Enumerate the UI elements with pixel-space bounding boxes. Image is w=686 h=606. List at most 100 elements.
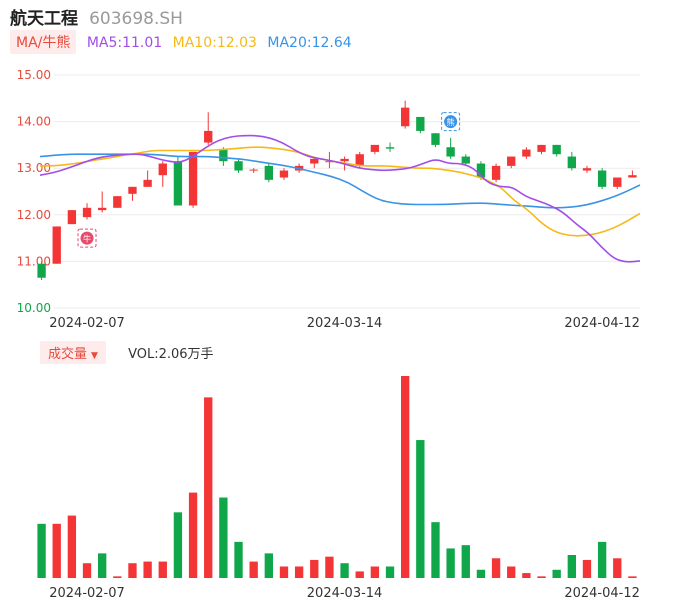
x-tick-label: 2024-04-12 — [564, 586, 640, 601]
stock-title: 航天工程 603698.SH — [10, 4, 183, 29]
volume-bar — [461, 545, 470, 578]
volume-bar — [446, 548, 455, 578]
candle-up — [370, 144, 380, 152]
candle-up — [249, 169, 258, 171]
stock-code: 603698.SH — [89, 9, 183, 29]
volume-bar — [340, 563, 349, 578]
candle-up — [98, 207, 107, 211]
y-tick-label: 13.00 — [17, 161, 51, 175]
volume-bar — [385, 566, 395, 578]
volume-bar — [128, 563, 137, 578]
volume-bar — [67, 515, 77, 578]
volume-bar — [219, 497, 228, 578]
candle-up — [204, 130, 213, 143]
candle-up — [188, 151, 198, 206]
ma5-legend-label: MA5:11.01 — [86, 35, 163, 51]
dropdown-arrow-icon: ▼ — [91, 351, 98, 361]
volume-bar — [158, 561, 167, 578]
volume-bar — [249, 561, 258, 578]
candle-up — [582, 168, 592, 171]
volume-bar — [401, 376, 410, 578]
candle-up — [491, 165, 501, 180]
candle-up — [143, 179, 152, 187]
volume-chart[interactable]: 2024-02-07 2024-03-14 2024-04-12 — [0, 360, 686, 606]
x-tick-label: 2024-03-14 — [307, 316, 383, 331]
candle-down — [461, 156, 470, 164]
volume-value: VOL:2.06万手 — [128, 347, 214, 362]
ma10-legend-label: MA10:12.03 — [172, 35, 257, 51]
volume-legend: 成交量 ▼ VOL:2.06万手 — [40, 341, 214, 364]
candle-up — [325, 161, 334, 163]
candle-up — [52, 226, 61, 264]
volume-bar — [98, 553, 107, 578]
candle-up — [279, 170, 289, 178]
volume-bar — [294, 566, 304, 578]
candle-down — [219, 149, 228, 162]
candle-up — [522, 149, 531, 157]
volume-bar — [567, 555, 576, 578]
volume-bar — [416, 440, 425, 578]
volume-indicator-dropdown[interactable]: 成交量 ▼ — [40, 341, 106, 364]
candle-down — [476, 163, 486, 178]
price-chart[interactable]: 15.00 14.00 13.00 12.00 11.00 10.002024-02-07… — [0, 0, 686, 340]
volume-bar — [37, 523, 46, 578]
x-tick-label: 2024-02-07 — [49, 586, 125, 601]
candle-up — [310, 158, 319, 164]
bull-marker-icon: 牛 — [77, 228, 97, 248]
ma-indicator-toggle[interactable]: MA/牛熊 — [10, 30, 77, 54]
volume-bar — [204, 397, 213, 578]
volume-bar — [188, 492, 198, 578]
candle-up — [82, 207, 92, 218]
volume-bar — [597, 541, 607, 578]
volume-bar — [507, 566, 516, 578]
bear-marker-icon: 熊 — [441, 112, 461, 132]
volume-bar — [582, 559, 592, 578]
volume-bar — [552, 569, 561, 578]
volume-bar — [279, 566, 289, 578]
volume-bar — [628, 576, 637, 578]
ma20-legend-label: MA20:12.64 — [267, 35, 352, 51]
svg-text:熊: 熊 — [447, 117, 455, 127]
candle-up — [67, 210, 77, 225]
y-tick-label: 11.00 — [17, 254, 51, 268]
candle-down — [567, 156, 576, 169]
candle-up — [401, 107, 410, 127]
svg-text:牛: 牛 — [83, 234, 91, 244]
x-tick-label: 2024-02-07 — [49, 316, 125, 331]
candle-down — [416, 116, 425, 131]
volume-bar — [613, 558, 622, 578]
volume-bar — [264, 553, 273, 578]
candle-up — [537, 144, 546, 152]
candle-up — [613, 177, 622, 187]
x-tick-label: 2024-04-12 — [564, 316, 640, 331]
volume-bar — [143, 561, 152, 578]
x-tick-label: 2024-03-14 — [307, 586, 383, 601]
volume-bar — [234, 541, 243, 578]
candle-down — [552, 144, 561, 155]
y-tick-label: 12.00 — [17, 208, 51, 222]
volume-bar — [431, 522, 440, 578]
candle-up — [507, 156, 516, 166]
candle-down — [234, 161, 243, 171]
ma-legend: MA/牛熊 MA5:11.01 MA10:12.03 MA20:12.64 — [10, 30, 352, 54]
volume-bar — [491, 558, 501, 578]
ma5-line — [39, 134, 641, 263]
volume-bar — [325, 556, 334, 578]
volume-bar — [476, 569, 486, 578]
volume-bar — [113, 576, 122, 578]
candle-down — [37, 263, 46, 278]
candle-up — [158, 163, 167, 176]
volume-bar — [173, 512, 183, 578]
candle-up — [113, 196, 122, 208]
volume-bar — [82, 563, 92, 578]
volume-bar — [537, 576, 546, 578]
volume-bar — [52, 523, 61, 578]
volume-bar — [355, 571, 364, 578]
candle-down — [264, 165, 273, 180]
volume-indicator-label: 成交量 — [48, 347, 88, 362]
volume-bar — [370, 566, 380, 578]
volume-bar — [310, 559, 319, 578]
candle-down — [446, 147, 455, 157]
y-tick-label: 14.00 — [17, 115, 51, 129]
candle-down — [173, 161, 183, 206]
